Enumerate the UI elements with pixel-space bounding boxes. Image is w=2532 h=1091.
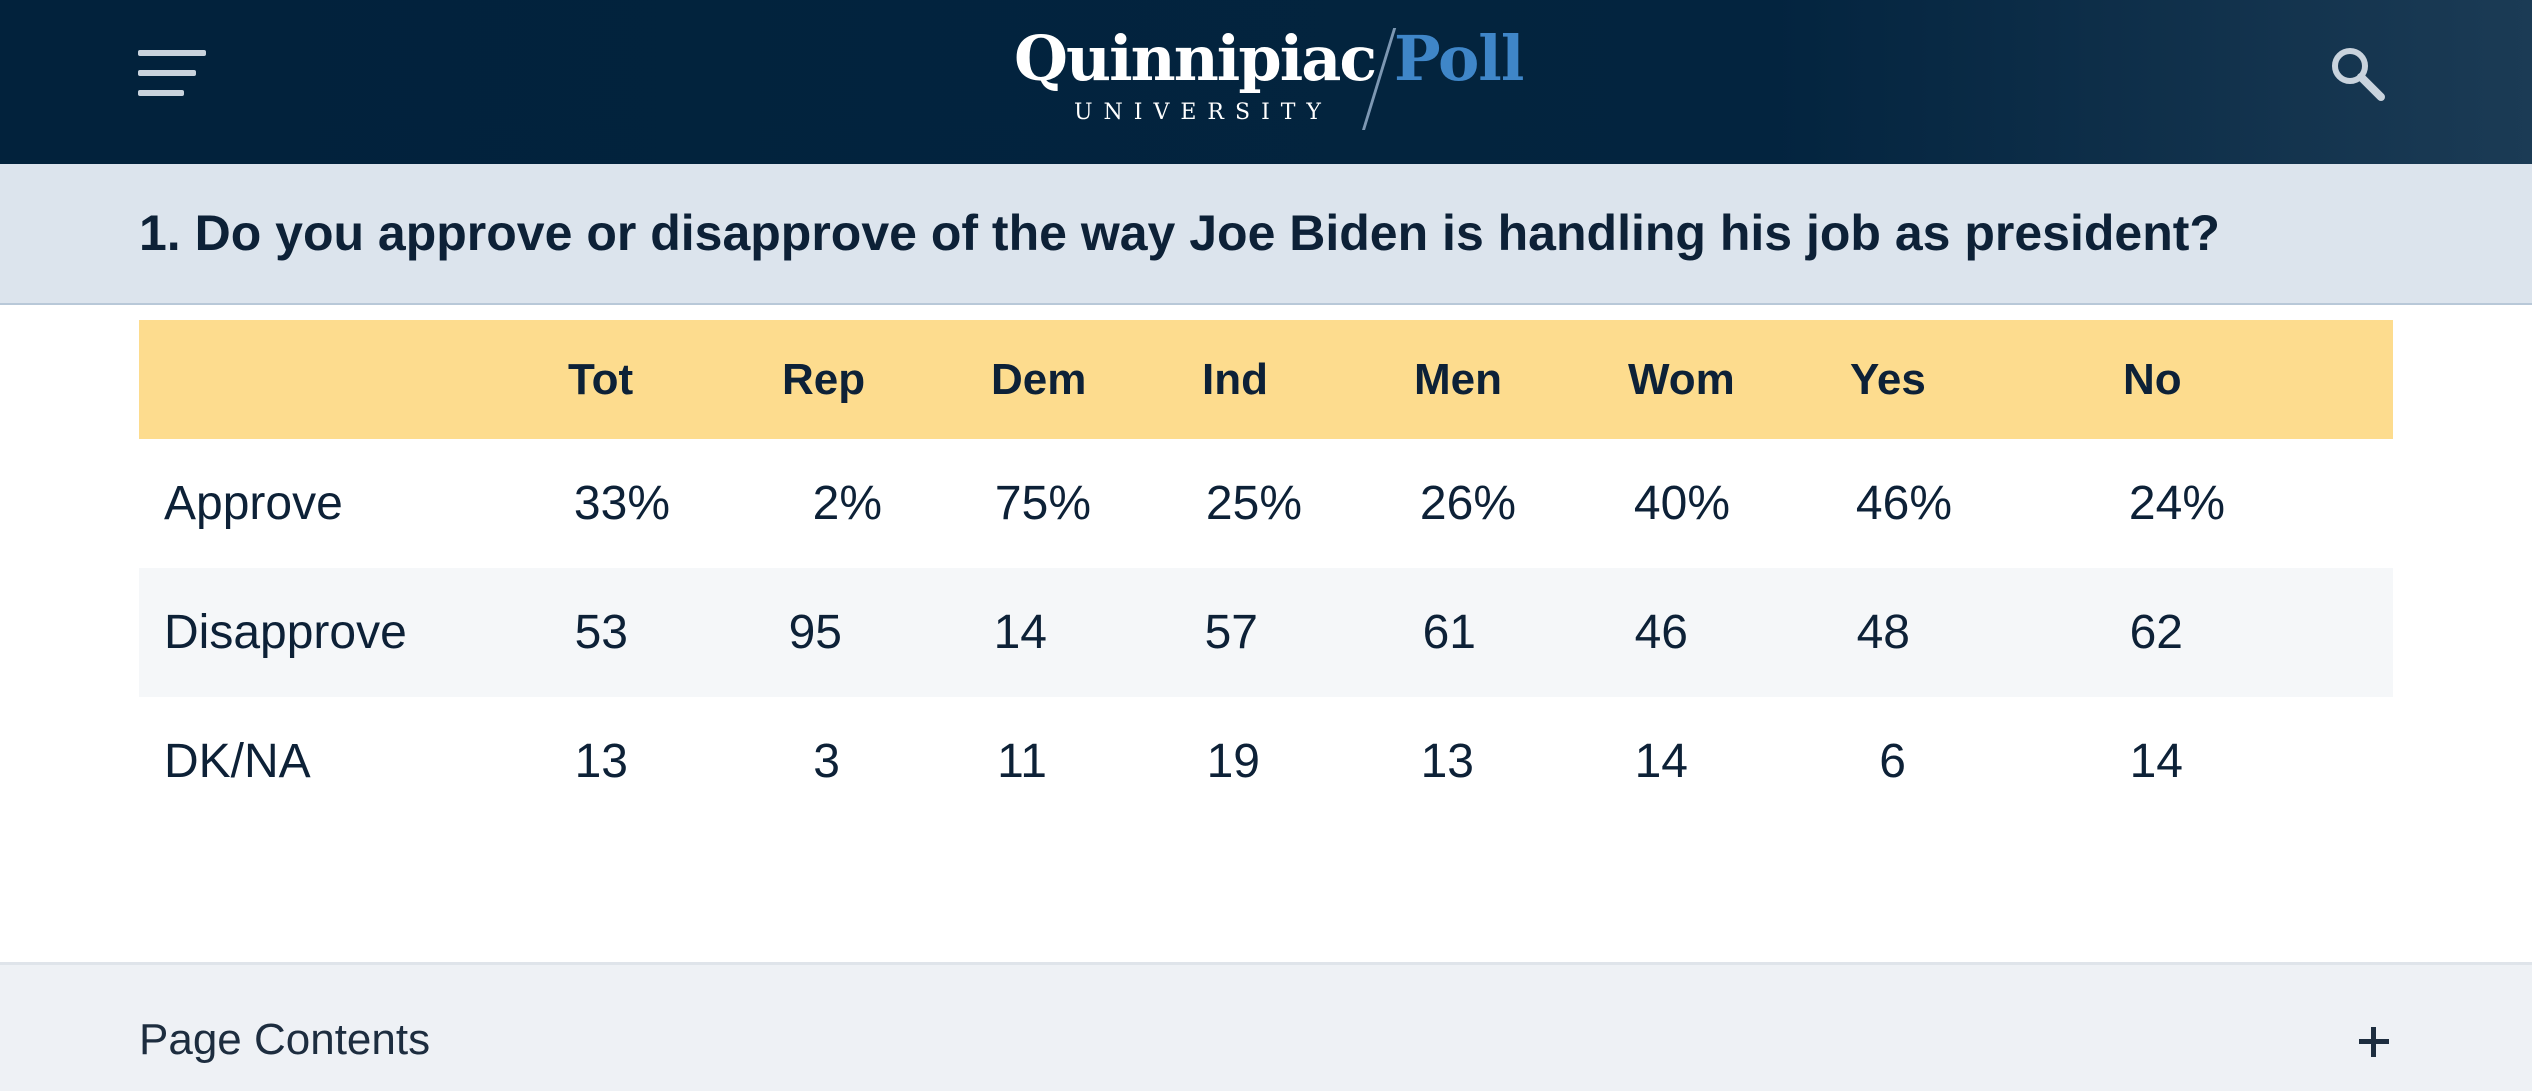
cell-value: 61 (1422, 606, 1476, 659)
quinnipiac-poll-logo[interactable]: Quinnipiac UNIVERSITY Poll (1010, 22, 1530, 132)
row-label: DK/NA (164, 735, 311, 788)
cell-value: 33% (573, 477, 670, 530)
table-cell: 13 (1414, 697, 1628, 826)
results-table: Tot Rep Dem Ind Men Wom Yes No Approve 3… (139, 320, 2393, 826)
cell-value: 95 (788, 606, 842, 659)
table-cell: 13 (568, 697, 782, 826)
column-header: Men (1414, 320, 1628, 439)
table-cell: 14 (991, 568, 1202, 697)
search-icon (2332, 48, 2385, 101)
table-cell: 95 (782, 568, 991, 697)
cell-value: 40% (1633, 477, 1730, 530)
table-cell: 24% (2123, 439, 2393, 568)
table-cell: 14 (2123, 697, 2393, 826)
table-cell: 53 (568, 568, 782, 697)
table-cell: 25% (1202, 439, 1414, 568)
column-header: Tot (568, 320, 782, 439)
cell-value: 48 (1856, 606, 1910, 659)
question-title: 1. Do you approve or disapprove of the w… (139, 205, 2220, 261)
site-header: Quinnipiac UNIVERSITY Poll (0, 0, 2532, 164)
table-cell: 14 (1628, 697, 1850, 826)
table-cell: 46% (1850, 439, 2123, 568)
table-row: DK/NA 13 3 11 19 13 14 6 14 (139, 697, 2393, 826)
cell-value: 6 (1879, 735, 1906, 788)
hamburger-line (138, 70, 196, 76)
logo-poll-label: Poll (1394, 22, 1524, 95)
cell-value: 3 (813, 735, 840, 788)
cell-value: 62 (2129, 606, 2183, 659)
table-cell: 62 (2123, 568, 2393, 697)
logo-subtitle: UNIVERSITY (1074, 100, 1332, 125)
column-header: Ind (1202, 320, 1414, 439)
hamburger-menu-icon (138, 50, 206, 56)
row-label: Approve (164, 477, 343, 530)
cell-value: 57 (1204, 606, 1258, 659)
table-row: Approve 33% 2% 75% 25% 26% 40% 46% 24% (139, 439, 2393, 568)
table-cell: 61 (1414, 568, 1628, 697)
row-label: Disapprove (139, 568, 568, 697)
cell-value: 26% (1419, 477, 1516, 530)
cell-value: 13 (1420, 735, 1474, 788)
page-contents-label: Page Contents (139, 1015, 431, 1064)
table-cell: 33% (568, 439, 782, 568)
table-cell: 75% (991, 439, 1202, 568)
search-button[interactable] (2328, 44, 2388, 104)
cell-value: 2% (812, 477, 882, 530)
table-row: Disapprove 53 95 14 57 61 46 48 62 (139, 568, 2393, 697)
table-cell: 3 (782, 697, 991, 826)
header-blank-cell (139, 320, 568, 439)
question-band: 1. Do you approve or disapprove of the w… (0, 164, 2532, 305)
table-cell: 11 (991, 697, 1202, 826)
table-cell: 57 (1202, 568, 1414, 697)
cell-value: 14 (1634, 735, 1688, 788)
table-cell: 46 (1628, 568, 1850, 697)
page-contents-toggle[interactable]: Page Contents (0, 962, 2532, 1091)
cell-value: 75% (994, 477, 1091, 530)
column-header: Dem (991, 320, 1202, 439)
menu-button[interactable] (138, 50, 208, 96)
cell-value: 13 (574, 735, 628, 788)
cell-value: 46% (1855, 477, 1952, 530)
column-header: Rep (782, 320, 991, 439)
table-cell: 2% (782, 439, 991, 568)
column-header: Yes (1850, 320, 2123, 439)
cell-value: 25% (1205, 477, 1302, 530)
cell-value: 11 (997, 735, 1047, 788)
table-cell: 48 (1850, 568, 2123, 697)
table-cell: 40% (1628, 439, 1850, 568)
plus-icon[interactable] (2359, 1027, 2389, 1057)
cell-value: 14 (993, 606, 1047, 659)
cell-value: 19 (1206, 735, 1260, 788)
cell-value: 24% (2128, 477, 2225, 530)
table-cell: 19 (1202, 697, 1414, 826)
column-header: No (2123, 320, 2393, 439)
logo-wordmark: Quinnipiac (1014, 22, 1377, 95)
table-cell: 6 (1850, 697, 2123, 826)
table-cell: 26% (1414, 439, 1628, 568)
hamburger-line (138, 90, 184, 96)
cell-value: 53 (574, 606, 628, 659)
cell-value: 46 (1634, 606, 1688, 659)
table-header-row: Tot Rep Dem Ind Men Wom Yes No (139, 320, 2393, 439)
cell-value: 14 (2129, 735, 2183, 788)
column-header: Wom (1628, 320, 1850, 439)
